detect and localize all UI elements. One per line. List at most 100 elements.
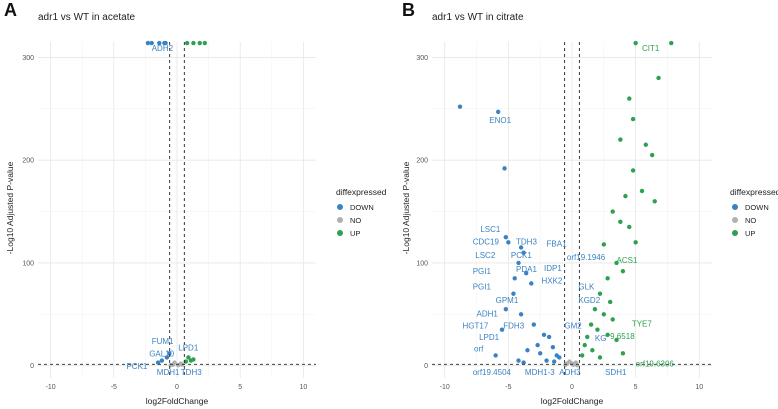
gene-label: FUM1 <box>152 337 174 346</box>
legend-no-swatch <box>337 217 343 223</box>
point-up <box>202 40 207 46</box>
point-up <box>618 219 623 225</box>
point-no <box>574 362 580 368</box>
legend-no-label: NO <box>745 216 756 225</box>
point-down <box>506 240 511 245</box>
gene-label: orf19.1946 <box>567 253 606 262</box>
x-axis-label: log2FoldChange <box>146 396 209 406</box>
point-down <box>544 358 549 363</box>
gene-label: ACS1 <box>617 256 638 265</box>
point-down <box>535 342 540 348</box>
gene-label: LPD1 <box>479 333 500 342</box>
point-up <box>623 193 628 199</box>
gene-label: SDH1 <box>605 368 627 377</box>
point-down <box>149 40 154 46</box>
point-down <box>551 359 557 364</box>
legend-down-label: DOWN <box>745 203 769 212</box>
legend-up-label: UP <box>350 229 360 238</box>
gene-label: PCK1 <box>511 251 532 260</box>
point-up <box>656 75 661 81</box>
gene-label: TYE7 <box>632 320 653 329</box>
point-up <box>620 351 626 356</box>
point-down <box>503 306 509 312</box>
point-up <box>639 188 645 194</box>
point-down <box>157 40 162 46</box>
legend-up-swatch <box>732 230 738 236</box>
point-up <box>614 260 619 266</box>
point-up <box>588 322 594 327</box>
point-up <box>605 276 610 281</box>
point-up <box>592 306 598 312</box>
point-down <box>159 358 165 363</box>
point-down <box>163 40 168 46</box>
panel-b: B adr1 vs WT in citrate -10 -5 0 5 100100200… <box>401 0 712 406</box>
legend-title: diffexpressed <box>730 187 778 197</box>
x-axis-label: log2FoldChange <box>541 396 604 406</box>
gene-label: LSC2 <box>475 251 496 260</box>
panel-letter: A <box>4 0 17 20</box>
point-down <box>541 332 547 338</box>
x-tick-label: -5 <box>111 384 117 391</box>
point-down <box>502 166 507 171</box>
point-no <box>172 360 177 365</box>
point-up <box>652 199 657 204</box>
x-tick-label: 0 <box>175 384 179 391</box>
point-down <box>518 245 524 250</box>
gene-label: KG <box>595 334 607 343</box>
point-down <box>523 270 529 276</box>
gene-label: CIT1 <box>642 44 660 53</box>
point-down <box>521 250 526 255</box>
gene-label: MDH1 <box>157 368 180 377</box>
point-down <box>167 351 172 356</box>
gene-label: MDH1-3 <box>525 368 555 377</box>
chart-title: adr1 vs WT in acetate <box>38 12 136 23</box>
point-up <box>605 332 610 338</box>
legend-down-label: DOWN <box>350 203 374 212</box>
point-up <box>610 317 615 322</box>
point-no <box>569 361 575 366</box>
point-up <box>614 337 619 343</box>
x-tick-label: 0 <box>570 384 574 391</box>
legend-down-swatch <box>732 204 738 210</box>
gene-label: CDC19 <box>473 237 500 246</box>
point-up <box>630 168 636 173</box>
gene-label: ADH2 <box>152 44 174 53</box>
gene-label: orf19.6306 <box>636 360 675 369</box>
point-down <box>557 355 562 360</box>
point-up <box>197 40 202 46</box>
point-up <box>601 312 607 317</box>
legend-no-swatch <box>732 217 738 223</box>
gene-label: ADH1 <box>477 309 499 318</box>
point-down <box>537 351 543 356</box>
x-tick-label: -10 <box>440 384 450 391</box>
point-down <box>525 348 530 353</box>
gene-label: GLK <box>578 283 595 292</box>
point-up <box>627 96 632 101</box>
gene-label: KGD2 <box>578 296 600 305</box>
gene-label: ENO1 <box>489 116 511 125</box>
point-up <box>186 355 191 360</box>
panel-a: A adr1 vs WT in acetate -10 -5 0 5 100100200… <box>4 0 316 406</box>
gene-label: TDH3 <box>181 368 202 377</box>
point-down <box>511 291 516 296</box>
point-down <box>516 358 521 363</box>
point-up <box>601 242 607 247</box>
point-down <box>493 353 498 358</box>
gene-label: LPD1 <box>178 343 199 352</box>
point-no <box>168 362 173 368</box>
point-up <box>610 209 615 214</box>
point-up <box>618 137 623 142</box>
point-up <box>191 40 196 46</box>
point-down <box>499 327 505 332</box>
point-down <box>550 344 556 350</box>
point-down <box>457 104 463 109</box>
point-down <box>164 355 170 360</box>
point-up <box>620 268 626 274</box>
point-up <box>582 342 587 348</box>
point-up <box>643 142 649 147</box>
gene-label: orf19.4504 <box>473 368 512 377</box>
point-down <box>518 312 524 317</box>
legend-down-swatch <box>337 204 343 210</box>
y-tick-label: 300 <box>416 55 428 62</box>
